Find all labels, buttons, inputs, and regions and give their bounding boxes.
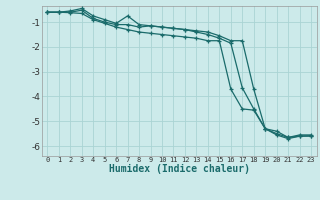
- X-axis label: Humidex (Indice chaleur): Humidex (Indice chaleur): [109, 164, 250, 174]
